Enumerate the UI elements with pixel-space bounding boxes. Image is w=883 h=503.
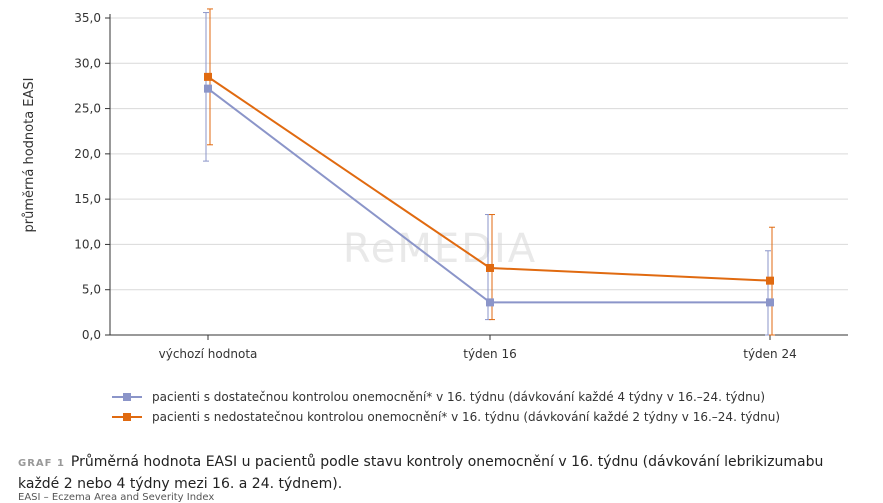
legend-label-series-2: pacienti s nedostatečnou kontrolou onemo… — [152, 410, 781, 424]
caption-label: GRAF 1 — [18, 458, 65, 469]
legend-swatch-series-1 — [112, 391, 142, 403]
legend-label-series-1: pacienti s dostatečnou kontrolou onemocn… — [152, 390, 766, 404]
y-tick-label: 5,0 — [82, 283, 101, 297]
data-point — [204, 72, 212, 81]
data-point — [204, 84, 212, 93]
x-tick-label: výchozí hodnota — [159, 347, 258, 361]
y-tick-label: 15,0 — [74, 192, 101, 206]
y-tick-label: 25,0 — [74, 102, 101, 116]
y-tick-label: 35,0 — [74, 11, 101, 25]
data-point — [486, 263, 494, 272]
series-markers — [204, 72, 774, 307]
x-tick-label: týden 16 — [463, 347, 517, 361]
legend-swatch-series-2 — [112, 411, 142, 423]
data-point — [486, 298, 494, 307]
legend-item-series-1: pacienti s dostatečnou kontrolou onemocn… — [112, 388, 765, 406]
x-axis: výchozí hodnota týden 16 týden 24 — [110, 334, 848, 361]
y-axis: 0,0 5,0 10,0 15,0 20,0 25,0 30,0 35,0 — [74, 11, 111, 342]
y-axis-label: průměrná hodnota EASI — [22, 78, 37, 233]
easi-line-chart: ReMEDIA 0,05,010,015,020,025,030,035,0 v… — [22, 8, 848, 361]
y-tick-label: 20,0 — [74, 147, 101, 161]
y-tick-label: 10,0 — [74, 237, 101, 251]
caption-text: Průměrná hodnota EASI u pacientů podle s… — [18, 454, 824, 492]
figure-caption: GRAF 1 Průměrná hodnota EASI u pacientů p… — [18, 452, 858, 494]
y-tick-label: 0,0 — [82, 328, 101, 342]
data-point — [766, 276, 774, 285]
legend-marker — [123, 393, 131, 401]
legend-marker — [123, 413, 131, 421]
gridlines — [110, 17, 848, 291]
y-tick-label: 30,0 — [74, 56, 101, 70]
error-bars — [203, 8, 775, 336]
data-point — [766, 298, 774, 307]
footnote: EASI – Eczema Area and Severity Index — [18, 492, 215, 503]
legend-item-series-2: pacienti s nedostatečnou kontrolou onemo… — [112, 408, 780, 426]
x-tick-label: týden 24 — [743, 347, 797, 361]
